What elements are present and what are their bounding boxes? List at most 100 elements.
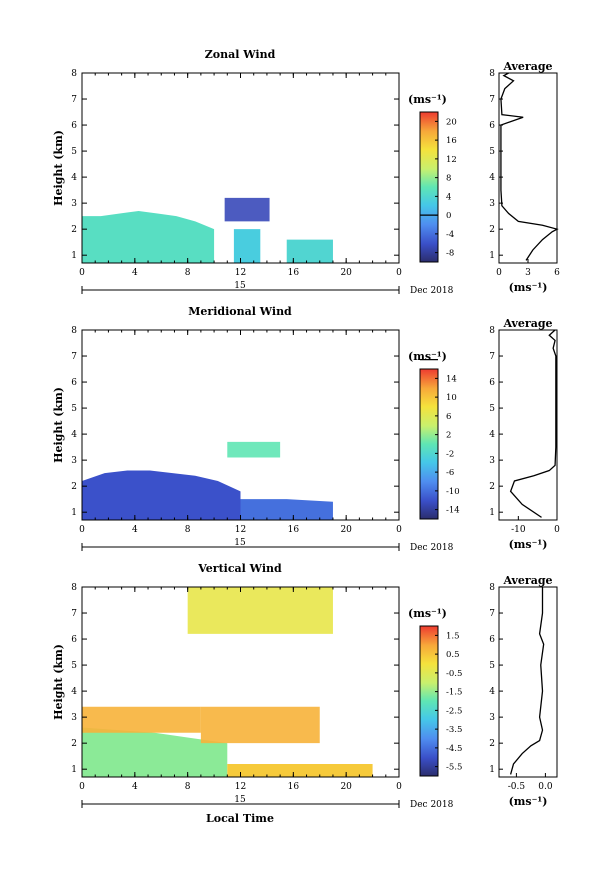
data-region — [227, 441, 281, 458]
y-tick-label: 7 — [71, 609, 77, 619]
colorbar-unit: (ms⁻¹) — [408, 93, 447, 106]
day-marker: 15 — [81, 281, 400, 294]
average-profile: Average 1 2 3 4 5 6 7 8 -0.5 0.0 (ms⁻¹) — [489, 574, 558, 808]
day-marker: 15 — [81, 795, 400, 808]
y-tick-label: 3 — [71, 199, 77, 209]
colorbar-tick-label: -1.5 — [446, 688, 462, 698]
average-y-tick-label: 3 — [489, 713, 495, 723]
average-y-tick-label: 1 — [489, 765, 495, 775]
data-region — [233, 229, 261, 263]
average-y-tick-label: 8 — [489, 583, 495, 593]
average-y-tick-label: 6 — [489, 378, 495, 388]
data-region — [224, 197, 270, 222]
y-tick-label: 1 — [71, 765, 77, 775]
average-y-tick-label: 7 — [489, 352, 495, 362]
day-label: 15 — [234, 538, 246, 548]
average-y-tick-label: 5 — [489, 661, 495, 671]
x-tick-label: 16 — [288, 525, 300, 535]
y-tick-label: 6 — [71, 121, 77, 131]
x-tick-label: 20 — [340, 268, 352, 278]
y-tick-label: 5 — [71, 404, 77, 414]
colorbar-tick-label: 4 — [446, 192, 451, 202]
average-y-tick-label: 6 — [489, 121, 495, 131]
x-tick-label: 12 — [235, 268, 246, 278]
average-x-tick-label: 0 — [554, 525, 560, 535]
x-tick-label: 4 — [132, 782, 138, 792]
average-x-tick-label: 0.0 — [538, 782, 553, 792]
colorbar-tick-label: -2.5 — [446, 706, 462, 716]
y-tick-label: 5 — [71, 147, 77, 157]
colorbar-tick-label: 2 — [446, 431, 451, 441]
average-y-tick-label: 3 — [489, 456, 495, 466]
colorbar-tick-label: -2 — [446, 449, 454, 459]
average-profile: Average 1 2 3 4 5 6 7 8 0 3 6 (ms⁻¹) — [489, 60, 560, 294]
colorbar-tick-label: 1.5 — [446, 631, 460, 641]
colorbar-tick-label: -3.5 — [446, 725, 462, 735]
y-tick-label: 4 — [71, 687, 77, 697]
average-y-tick-label: 6 — [489, 635, 495, 645]
average-y-tick-label: 2 — [489, 739, 495, 749]
average-unit: (ms⁻¹) — [509, 281, 548, 294]
y-tick-label: 4 — [71, 173, 77, 183]
x-tick-label: 0 — [396, 525, 402, 535]
average-line — [509, 329, 557, 518]
x-tick-label: 4 — [132, 268, 138, 278]
x-tick-label: 0 — [79, 525, 85, 535]
average-frame — [498, 329, 558, 521]
colorbar-scale — [419, 625, 439, 777]
colorbar-tick-label: -4 — [446, 230, 454, 240]
x-tick-label: 4 — [132, 525, 138, 535]
average-y-tick-label: 2 — [489, 482, 495, 492]
panel-title: Zonal Wind — [205, 48, 276, 61]
x-tick-label: 12 — [235, 525, 246, 535]
average-x-tick-label: -0.5 — [508, 782, 526, 792]
average-line — [500, 72, 559, 261]
colorbar: 14 10 6 2 -2 -6 -10 -14 — [419, 358, 460, 520]
average-y-tick-label: 4 — [489, 430, 495, 440]
colorbar-tick-label: 14 — [446, 374, 457, 384]
colorbar-tick-label: -5.5 — [446, 763, 462, 773]
x-tick-label: 8 — [185, 525, 191, 535]
x-tick-label: 0 — [79, 268, 85, 278]
data-region — [187, 587, 333, 634]
y-tick-label: 4 — [71, 430, 77, 440]
y-tick-label: 8 — [71, 583, 77, 593]
colorbar-tick-label: 12 — [446, 155, 457, 165]
x-tick-label: 0 — [79, 782, 85, 792]
colorbar-unit: (ms⁻¹) — [408, 607, 447, 620]
colorbar: 1.5 0.5 -0.5 -1.5 -2.5 -3.5 -4.5 -5.5 — [419, 625, 462, 777]
day-marker: 15 — [81, 538, 400, 551]
x-tick-label: 12 — [235, 782, 246, 792]
y-tick-label: 2 — [71, 482, 77, 492]
average-y-tick-label: 5 — [489, 404, 495, 414]
panel-title: Vertical Wind — [197, 562, 282, 575]
x-tick-label: 20 — [340, 525, 352, 535]
colorbar-tick-label: 0.5 — [446, 650, 460, 660]
average-frame — [498, 586, 558, 778]
y-axis-label: Height (km) — [52, 130, 65, 206]
y-tick-label: 8 — [71, 326, 77, 336]
colorbar-tick-label: 6 — [446, 412, 451, 422]
y-tick-label: 6 — [71, 635, 77, 645]
data-region — [82, 706, 201, 733]
average-y-tick-label: 7 — [489, 95, 495, 105]
data-region — [82, 727, 228, 777]
colorbar-unit: (ms⁻¹) — [408, 350, 447, 363]
average-y-tick-label: 7 — [489, 609, 495, 619]
average-y-tick-label: 4 — [489, 173, 495, 183]
x-axis-label: Local Time — [206, 812, 274, 825]
date-label: Dec 2018 — [410, 800, 454, 810]
average-profile: Average 1 2 3 4 5 6 7 8 -10 0 (ms⁻¹) — [489, 317, 560, 551]
y-tick-label: 7 — [71, 352, 77, 362]
y-tick-label: 1 — [71, 251, 77, 261]
x-tick-label: 8 — [185, 268, 191, 278]
x-tick-label: 16 — [288, 782, 300, 792]
y-tick-label: 7 — [71, 95, 77, 105]
average-y-tick-label: 8 — [489, 69, 495, 79]
average-unit: (ms⁻¹) — [509, 795, 548, 808]
